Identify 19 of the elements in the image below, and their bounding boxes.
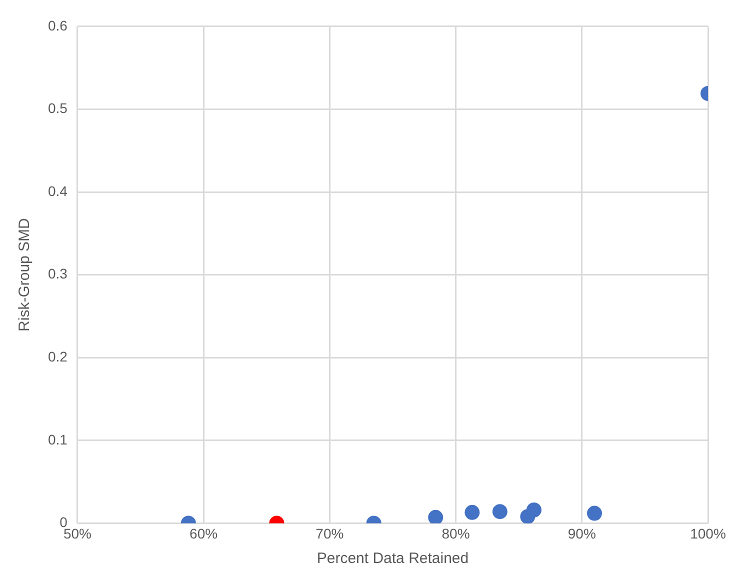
x-tick-label: 100%	[690, 525, 726, 542]
x-tick-label: 90%	[568, 525, 596, 542]
y-tick-label: 0.1	[48, 431, 68, 448]
x-tick-label: 80%	[442, 525, 470, 542]
y-tick-label: 0.2	[48, 348, 68, 364]
y-tick-label: 0	[60, 514, 68, 530]
y-tick-label: 0.4	[48, 182, 68, 199]
point	[587, 506, 602, 521]
point	[492, 504, 508, 520]
y-tick-label: 0.5	[48, 100, 68, 116]
y-tick-label: 0.3	[48, 266, 68, 282]
y-axis-title: Risk-Group SMD	[16, 218, 34, 332]
point	[526, 502, 542, 518]
x-axis-title: Percent Data Retained	[316, 550, 469, 568]
x-tick-label: 70%	[316, 525, 344, 542]
point	[428, 510, 444, 524]
y-tick-label: 0.6	[48, 17, 68, 34]
point	[464, 504, 480, 520]
x-tick-label: 60%	[190, 525, 218, 542]
